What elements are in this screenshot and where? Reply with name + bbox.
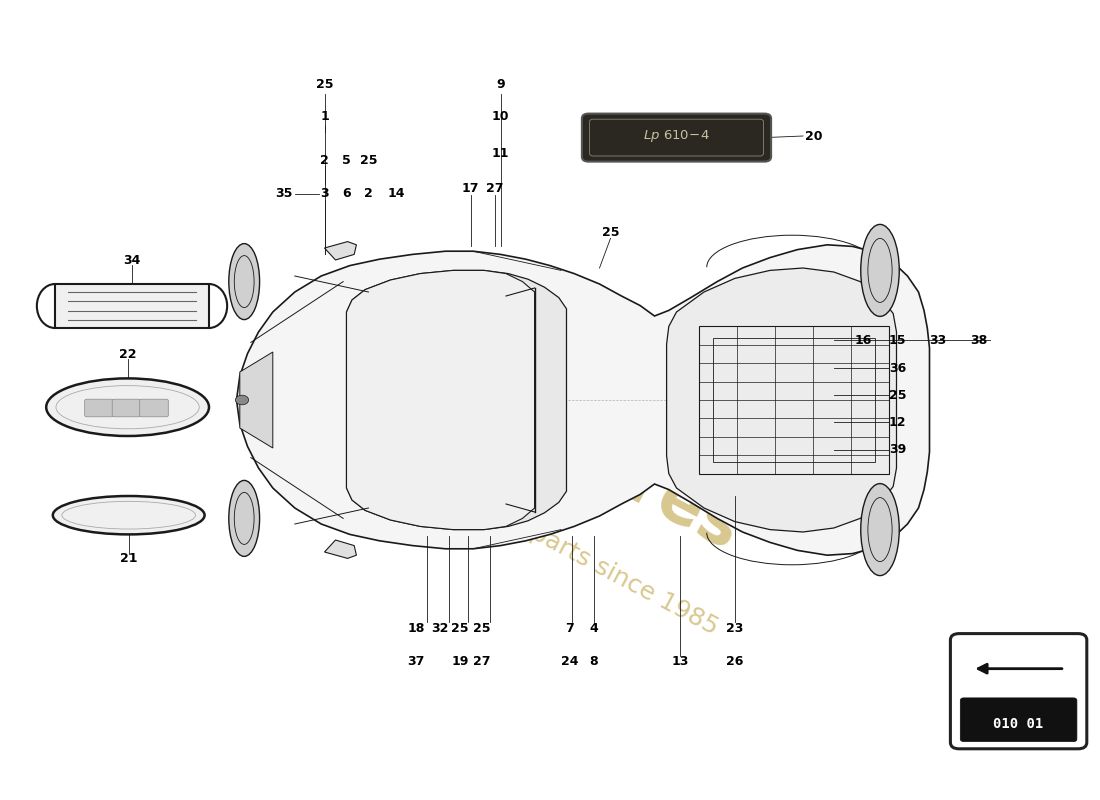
Ellipse shape bbox=[229, 243, 260, 319]
Polygon shape bbox=[324, 242, 356, 260]
Text: 25: 25 bbox=[602, 226, 619, 238]
FancyBboxPatch shape bbox=[950, 634, 1087, 749]
Text: 19: 19 bbox=[451, 655, 469, 668]
Ellipse shape bbox=[53, 496, 205, 534]
FancyBboxPatch shape bbox=[112, 399, 141, 417]
Circle shape bbox=[235, 395, 249, 405]
FancyBboxPatch shape bbox=[140, 399, 168, 417]
Text: 25: 25 bbox=[360, 154, 377, 166]
Polygon shape bbox=[236, 245, 930, 555]
Text: 25: 25 bbox=[451, 622, 469, 634]
Text: 27: 27 bbox=[486, 182, 504, 195]
Text: 34: 34 bbox=[123, 254, 141, 266]
FancyBboxPatch shape bbox=[960, 698, 1077, 742]
Text: 9: 9 bbox=[496, 78, 505, 90]
Text: 22: 22 bbox=[119, 348, 136, 361]
Ellipse shape bbox=[46, 378, 209, 436]
Text: 4: 4 bbox=[590, 622, 598, 634]
Text: 26: 26 bbox=[726, 655, 744, 668]
Text: 17: 17 bbox=[462, 182, 480, 195]
Polygon shape bbox=[240, 352, 273, 448]
Text: 38: 38 bbox=[970, 334, 988, 346]
Text: 6: 6 bbox=[342, 187, 351, 200]
Text: 32: 32 bbox=[431, 622, 449, 634]
Text: 13: 13 bbox=[671, 655, 689, 668]
Text: 27: 27 bbox=[473, 655, 491, 668]
Text: $\mathit{Lp\ 610\!-\!4}$: $\mathit{Lp\ 610\!-\!4}$ bbox=[644, 128, 710, 144]
Text: 15: 15 bbox=[889, 334, 906, 346]
Text: 1: 1 bbox=[320, 110, 329, 122]
Ellipse shape bbox=[229, 480, 260, 557]
Text: 8: 8 bbox=[590, 655, 598, 668]
Text: 25: 25 bbox=[889, 389, 906, 402]
Text: 7: 7 bbox=[565, 622, 574, 634]
Polygon shape bbox=[667, 268, 896, 532]
FancyBboxPatch shape bbox=[85, 399, 113, 417]
Text: 25: 25 bbox=[316, 78, 333, 90]
Ellipse shape bbox=[860, 224, 900, 316]
FancyBboxPatch shape bbox=[582, 114, 771, 162]
Text: 010 01: 010 01 bbox=[993, 717, 1044, 731]
Text: 5: 5 bbox=[342, 154, 351, 166]
Polygon shape bbox=[346, 270, 566, 530]
Text: 16: 16 bbox=[855, 334, 872, 346]
Text: 35: 35 bbox=[275, 187, 293, 200]
Ellipse shape bbox=[860, 483, 900, 576]
Text: 2: 2 bbox=[364, 187, 373, 200]
Text: 3: 3 bbox=[320, 187, 329, 200]
FancyBboxPatch shape bbox=[55, 284, 209, 328]
Text: 39: 39 bbox=[889, 443, 906, 456]
Text: 14: 14 bbox=[387, 187, 405, 200]
Text: eurospares: eurospares bbox=[349, 308, 751, 564]
Text: 33: 33 bbox=[930, 334, 947, 346]
Text: 23: 23 bbox=[726, 622, 744, 634]
Text: 20: 20 bbox=[805, 130, 823, 142]
Text: a passion for parts since 1985: a passion for parts since 1985 bbox=[377, 441, 723, 639]
Polygon shape bbox=[346, 270, 535, 530]
Text: 2: 2 bbox=[320, 154, 329, 166]
Text: 21: 21 bbox=[120, 552, 138, 565]
Text: 18: 18 bbox=[407, 622, 425, 634]
Text: 10: 10 bbox=[492, 110, 509, 122]
Text: 37: 37 bbox=[407, 655, 425, 668]
Text: 11: 11 bbox=[492, 147, 509, 160]
Text: 36: 36 bbox=[889, 362, 906, 374]
Text: 25: 25 bbox=[473, 622, 491, 634]
Polygon shape bbox=[324, 540, 356, 558]
Text: 24: 24 bbox=[561, 655, 579, 668]
Text: 12: 12 bbox=[889, 416, 906, 429]
